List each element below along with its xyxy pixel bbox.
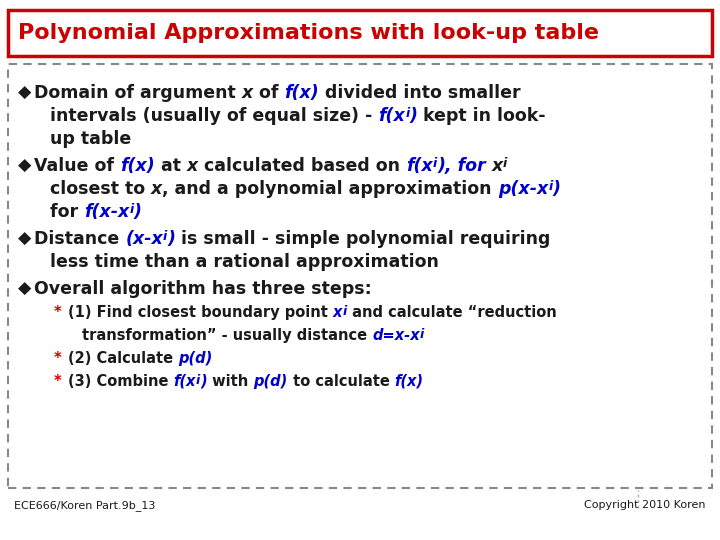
Text: i: i [343,305,346,318]
Text: (2) Calculate: (2) Calculate [68,351,179,366]
Text: x: x [492,157,503,175]
Text: i: i [420,328,424,341]
Text: Value of: Value of [34,157,120,175]
Text: f(x: f(x [406,157,433,175]
Text: x: x [333,305,343,320]
Text: i: i [196,374,200,387]
Text: calculated based on: calculated based on [198,157,406,175]
Text: for: for [50,203,84,221]
Text: i: i [130,203,134,216]
FancyBboxPatch shape [8,64,712,488]
Text: ◆: ◆ [18,157,32,175]
Text: Copyright 2010 Koren: Copyright 2010 Koren [585,500,706,510]
Text: , and a polynomial approximation: , and a polynomial approximation [163,180,498,198]
Text: ), for: ), for [437,157,492,175]
Text: Domain of argument: Domain of argument [34,84,242,102]
Text: ECE666/Koren Part.9b_13: ECE666/Koren Part.9b_13 [14,500,156,511]
Text: p(d): p(d) [253,374,287,389]
Text: closest to: closest to [50,180,151,198]
Text: d=x-x: d=x-x [372,328,420,343]
Text: ): ) [410,107,418,125]
Text: less time than a rational approximation: less time than a rational approximation [50,253,439,271]
Text: ): ) [134,203,142,221]
Text: (3) Combine: (3) Combine [68,374,174,389]
Text: (x-x: (x-x [125,230,163,248]
Text: *: * [54,374,62,389]
Text: i: i [405,107,410,120]
Text: f(x): f(x) [284,84,319,102]
Text: ): ) [552,180,560,198]
FancyBboxPatch shape [8,10,712,56]
Text: kept in look-: kept in look- [418,107,546,125]
Text: is small - simple polynomial requiring: is small - simple polynomial requiring [175,230,551,248]
Text: x: x [242,84,253,102]
Text: divided into smaller: divided into smaller [319,84,521,102]
Text: of: of [253,84,284,102]
Text: and calculate “reduction: and calculate “reduction [346,305,557,320]
Text: *: * [54,351,62,366]
Text: with: with [207,374,253,389]
Text: f(x: f(x [379,107,405,125]
Text: up table: up table [50,130,131,148]
Text: ◆: ◆ [18,280,32,298]
Text: at: at [155,157,186,175]
Text: i: i [503,157,508,170]
Text: *: * [54,305,62,320]
Text: x: x [186,157,198,175]
Text: Polynomial Approximations with look-up table: Polynomial Approximations with look-up t… [18,23,599,43]
Text: intervals (usually of equal size) -: intervals (usually of equal size) - [50,107,379,125]
Text: ): ) [167,230,175,248]
Text: ): ) [200,374,207,389]
Text: i: i [548,180,552,193]
Text: f(x-x: f(x-x [84,203,130,221]
Text: p(d): p(d) [179,351,212,366]
Text: f(x): f(x) [395,374,423,389]
Text: Overall algorithm has three steps:: Overall algorithm has three steps: [34,280,372,298]
Text: i: i [433,157,437,170]
Text: i: i [163,230,167,243]
Text: ◆: ◆ [18,84,32,102]
Text: to calculate: to calculate [287,374,395,389]
Text: f(x): f(x) [120,157,155,175]
Text: (1) Find closest boundary point: (1) Find closest boundary point [68,305,333,320]
Text: f(x: f(x [174,374,196,389]
Text: p(x-x: p(x-x [498,180,548,198]
Text: x: x [151,180,163,198]
Text: ◆: ◆ [18,230,32,248]
Text: transformation” - usually distance: transformation” - usually distance [82,328,372,343]
Text: Distance: Distance [34,230,125,248]
